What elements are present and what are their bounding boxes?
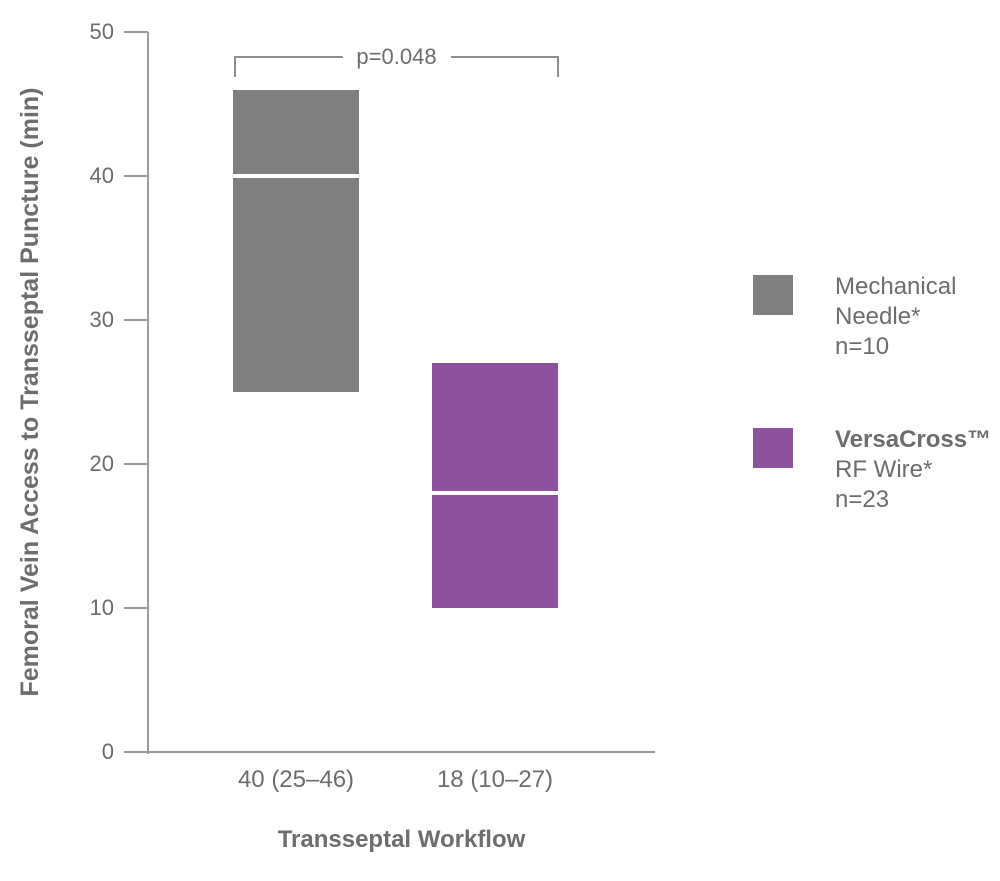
- category-label-versacross-rf-wire: 18 (10–27): [436, 766, 554, 793]
- x-axis-title: Transseptal Workflow: [277, 826, 526, 853]
- y-tick-label: 40: [89, 163, 114, 188]
- y-tick-label: 30: [89, 307, 114, 332]
- box-mechanical-needle: [233, 89, 359, 392]
- bracket-right-tick: [557, 56, 559, 77]
- y-tick-mark: [124, 319, 148, 321]
- y-tick-mark: [124, 31, 148, 33]
- median-line: [432, 490, 558, 495]
- median-line: [233, 173, 359, 178]
- y-axis-line: [147, 32, 149, 754]
- y-tick-label: 10: [89, 595, 114, 620]
- box-versacross-rf-wire: [432, 363, 558, 608]
- p-value-label: p=0.048: [342, 44, 451, 70]
- y-tick-label: 50: [89, 19, 114, 44]
- y-tick-mark: [124, 607, 148, 609]
- y-tick-mark: [124, 463, 148, 465]
- bracket-left-tick: [234, 56, 236, 77]
- significance-bracket: p=0.048: [234, 44, 559, 77]
- y-tick-label: 0: [101, 739, 114, 764]
- category-label-mechanical-needle: 40 (25–46): [237, 766, 355, 793]
- y-tick-mark: [124, 175, 148, 177]
- y-tick-label: 20: [89, 451, 114, 476]
- x-axis-line: [124, 751, 655, 753]
- y-tick-mark: [124, 751, 148, 753]
